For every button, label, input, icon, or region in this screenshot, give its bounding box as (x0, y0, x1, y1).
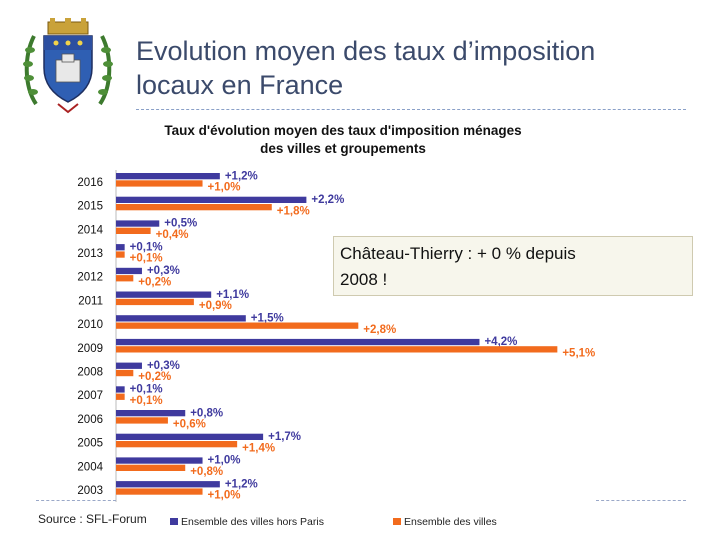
category-label: 2012 (77, 272, 103, 284)
bar-ensemble-villes (116, 393, 125, 400)
data-label: +0,3% (147, 265, 180, 277)
slide-title-line1: Evolution moyen des taux d’imposition (136, 36, 596, 66)
bar-villes-hors-paris (116, 481, 220, 488)
bar-ensemble-villes (116, 417, 168, 424)
bar-villes-hors-paris (116, 410, 186, 417)
bar-ensemble-villes (116, 251, 125, 258)
bar-villes-hors-paris (116, 291, 212, 298)
bar-villes-hors-paris (116, 433, 264, 440)
bar-villes-hors-paris (116, 173, 220, 180)
data-label: +4,2% (484, 336, 517, 348)
bar-ensemble-villes (116, 227, 151, 234)
bar-ensemble-villes (116, 488, 203, 495)
category-label: 2016 (77, 177, 103, 189)
data-label: +0,5% (164, 218, 197, 230)
category-label: 2013 (77, 248, 103, 260)
data-label: +1,2% (225, 170, 258, 182)
category-label: 2007 (77, 390, 103, 402)
data-label: +2,8% (363, 324, 396, 336)
legend-label-series2: Ensemble des villes (404, 516, 497, 528)
category-label: 2005 (77, 438, 103, 450)
bar-villes-hors-paris (116, 220, 160, 227)
callout-box: Château-Thierry : + 0 % depuis 2008 ! (333, 236, 693, 296)
category-label: 2010 (77, 319, 103, 331)
data-label: +5,1% (562, 348, 595, 360)
data-label: +1,5% (251, 313, 284, 325)
data-label: +1,7% (268, 431, 301, 443)
data-label: +0,4% (156, 229, 189, 241)
data-label: +0,1% (130, 384, 163, 396)
data-label: +0,2% (138, 371, 171, 383)
legend-swatch-series2 (393, 518, 401, 525)
category-label: 2004 (77, 461, 103, 473)
category-label: 2011 (78, 295, 103, 307)
data-label: +0,1% (130, 241, 163, 253)
source-note: Source : SFL-Forum (38, 512, 147, 526)
category-label: 2015 (77, 201, 103, 213)
bar-ensemble-villes (116, 204, 272, 211)
coat-of-arms-icon (23, 18, 113, 114)
bar-villes-hors-paris (116, 196, 307, 203)
footer-divider-right (596, 500, 686, 501)
bar-villes-hors-paris (116, 457, 203, 464)
category-label: 2009 (77, 343, 103, 355)
bar-ensemble-villes (116, 180, 203, 187)
bar-ensemble-villes (116, 369, 134, 377)
callout-line1: Château-Thierry : + 0 % depuis (340, 244, 576, 263)
bar-villes-hors-paris (116, 267, 142, 275)
category-label: 2014 (77, 224, 103, 236)
data-label: +0,2% (138, 276, 171, 288)
callout-line2: 2008 ! (340, 270, 388, 289)
bar-ensemble-villes (116, 464, 186, 471)
data-label: +0,8% (190, 466, 223, 478)
bar-villes-hors-paris (116, 362, 142, 369)
bar-ensemble-villes (116, 346, 558, 353)
data-label: +1,8% (277, 205, 310, 217)
bar-ensemble-villes (116, 322, 359, 329)
footer-divider-left (36, 500, 116, 501)
data-label: +0,8% (190, 407, 223, 419)
data-label: +0,9% (199, 300, 232, 312)
slide-title: Evolution moyen des taux d’imposition lo… (136, 34, 696, 102)
bar-ensemble-villes (116, 441, 238, 448)
data-label: +0,3% (147, 360, 180, 372)
category-label: 2003 (77, 485, 103, 497)
legend-label-series1: Ensemble des villes hors Paris (181, 516, 324, 528)
slide-title-line2: locaux en France (136, 70, 344, 100)
data-label: +2,2% (311, 194, 344, 206)
data-label: +1,0% (208, 490, 241, 502)
category-label: 2008 (77, 366, 103, 378)
data-label: +0,6% (173, 419, 206, 431)
data-label: +1,2% (225, 478, 258, 490)
data-label: +0,1% (130, 253, 163, 265)
bar-villes-hors-paris (116, 386, 125, 393)
bar-villes-hors-paris (116, 244, 125, 251)
chart-title-line1: Taux d'évolution moyen des taux d'imposi… (164, 123, 521, 138)
title-divider (136, 109, 686, 110)
bar-villes-hors-paris (116, 338, 480, 346)
bar-ensemble-villes (116, 275, 134, 282)
data-label: +1,4% (242, 442, 275, 454)
data-label: +1,1% (216, 289, 249, 301)
legend-swatch-series1 (170, 518, 178, 525)
data-label: +0,1% (130, 395, 163, 407)
bar-villes-hors-paris (116, 315, 246, 322)
data-label: +1,0% (208, 455, 241, 467)
chart-title-line2: des villes et groupements (260, 141, 426, 156)
bar-ensemble-villes (116, 298, 194, 306)
data-label: +1,0% (208, 182, 241, 194)
category-label: 2006 (77, 414, 103, 426)
